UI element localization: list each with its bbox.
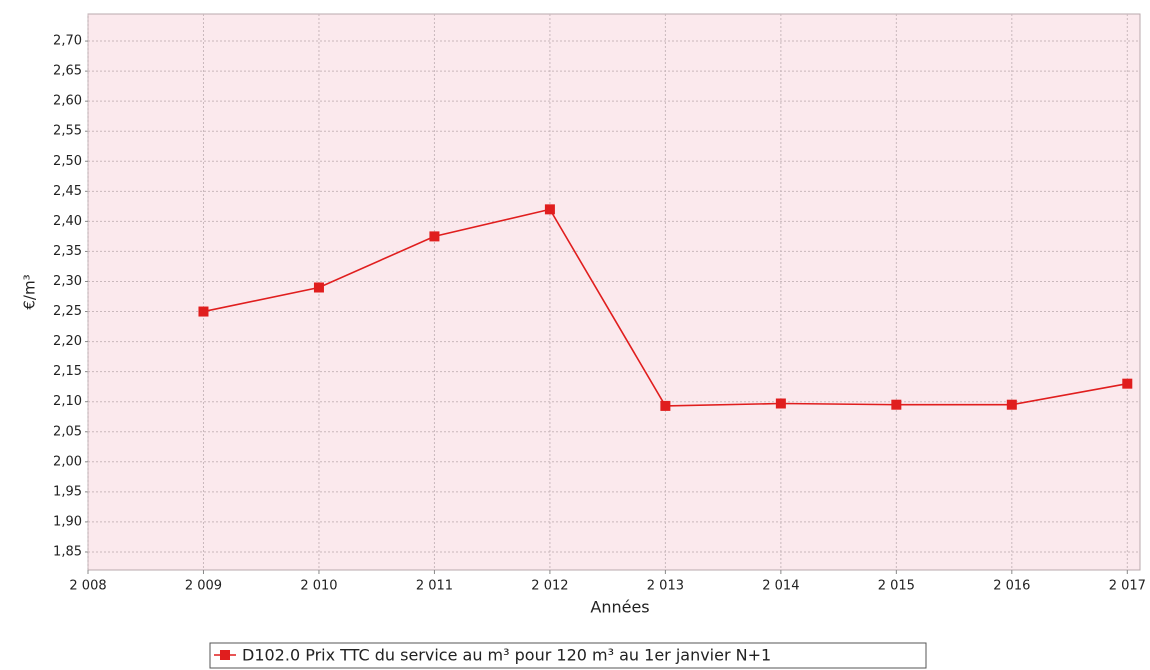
y-tick-label: 2,50 — [53, 154, 82, 169]
data-point — [660, 400, 671, 411]
plot-area — [87, 13, 1141, 571]
data-point — [544, 204, 555, 215]
x-tick-label: 2 010 — [300, 579, 337, 594]
data-point — [198, 306, 209, 317]
data-point — [891, 399, 902, 410]
x-tick-label: 2 013 — [647, 579, 684, 594]
x-tick-label: 2 012 — [531, 579, 568, 594]
y-tick-label: 2,60 — [53, 94, 82, 109]
x-tick-label: 2 014 — [762, 579, 799, 594]
x-tick-label: 2 015 — [878, 579, 915, 594]
data-point — [1006, 399, 1017, 410]
y-tick-label: 2,30 — [53, 274, 82, 289]
data-point — [429, 231, 440, 242]
x-tick-label: 2 016 — [993, 579, 1030, 594]
data-point — [1122, 378, 1133, 389]
data-point — [775, 398, 786, 409]
y-tick-label: 2,25 — [53, 304, 82, 319]
y-tick-label: 2,35 — [53, 244, 82, 259]
y-tick-label: 2,70 — [53, 34, 82, 49]
legend-label: D102.0 Prix TTC du service au m³ pour 12… — [242, 646, 771, 665]
y-tick-label: 2,05 — [53, 424, 82, 439]
data-point — [313, 282, 324, 293]
y-tick-label: 2,00 — [53, 454, 82, 469]
legend-marker — [220, 650, 230, 660]
y-tick-label: 2,10 — [53, 394, 82, 409]
y-tick-label: 2,55 — [53, 124, 82, 139]
x-tick-label: 2 011 — [416, 579, 453, 594]
y-tick-label: 2,45 — [53, 184, 82, 199]
y-tick-label: 1,85 — [53, 544, 82, 559]
y-tick-label: 2,65 — [53, 64, 82, 79]
y-tick-label: 1,95 — [53, 484, 82, 499]
y-tick-label: 2,40 — [53, 214, 82, 229]
x-tick-label: 2 017 — [1109, 579, 1146, 594]
y-axis-label: €/m³ — [21, 274, 39, 309]
x-tick-label: 2 009 — [185, 579, 222, 594]
y-tick-label: 2,20 — [53, 334, 82, 349]
x-tick-label: 2 008 — [69, 579, 106, 594]
y-tick-label: 2,15 — [53, 364, 82, 379]
legend — [209, 642, 927, 669]
x-axis-label: Années — [590, 598, 649, 617]
y-tick-label: 1,90 — [53, 514, 82, 529]
